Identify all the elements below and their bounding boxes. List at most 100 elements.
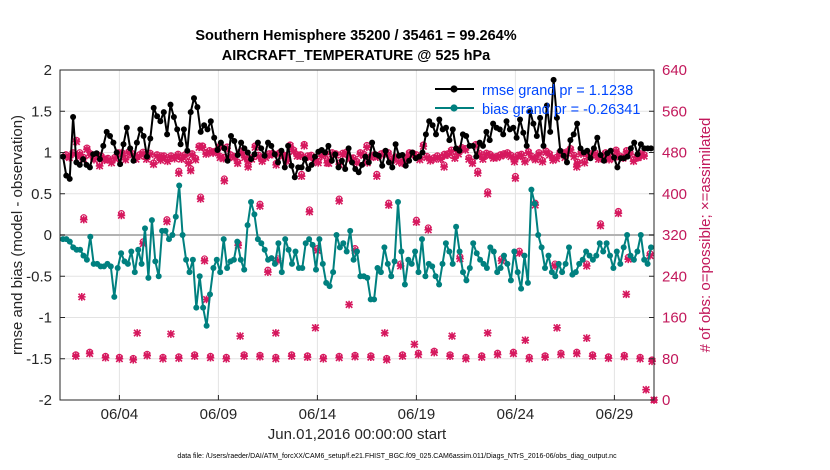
rmse-point (130, 157, 137, 164)
obs-assimilated-marker (473, 169, 482, 177)
bias-point (145, 274, 152, 281)
obs-assimilated-marker (244, 163, 252, 171)
rmse-point (157, 118, 164, 125)
bias-point (644, 260, 651, 267)
rmse-point (614, 164, 621, 171)
obs-assimilated-marker (500, 151, 508, 159)
bias-point (460, 269, 466, 276)
rmse-point (110, 139, 117, 146)
obs-assimilated-marker (479, 155, 487, 164)
rmse-point (345, 145, 352, 152)
obs-assimilated-marker (416, 155, 424, 164)
rmse-point (338, 157, 345, 164)
obs-assimilated-marker (216, 143, 225, 152)
obs-assimilated-marker (85, 349, 94, 358)
legend-bias-marker (450, 104, 458, 112)
bias-point (80, 252, 87, 259)
obs-assimilated-marker (517, 151, 526, 160)
bias-point (183, 256, 190, 263)
x-tick-label: 06/19 (398, 406, 436, 423)
rmse-point (560, 152, 567, 159)
obs-assimilated-marker (430, 155, 438, 164)
obs-assimilated-marker (149, 160, 158, 169)
bias-point (429, 263, 436, 270)
bias-point (391, 258, 398, 265)
bias-point (118, 250, 125, 257)
obs-assimilated-marker (572, 163, 581, 171)
bias-point (395, 199, 401, 205)
bias-point (412, 248, 419, 255)
rmse-point (389, 164, 396, 171)
rmse-point (510, 124, 517, 131)
bias-point (388, 273, 395, 280)
bias-point (313, 266, 319, 273)
obs-assimilated-marker (129, 355, 138, 364)
bias-point (306, 236, 313, 243)
obs-assimilated-marker (398, 159, 407, 168)
obs-assimilated-marker (216, 153, 224, 162)
rmse-point (392, 141, 399, 148)
rmse-point (335, 164, 342, 171)
bias-point (142, 225, 148, 232)
rmse-point (483, 128, 490, 135)
obs-assimilated-marker (317, 152, 326, 160)
rmse-point (422, 131, 429, 138)
bias-point (66, 238, 73, 245)
bias-point (248, 199, 254, 205)
rmse-point (137, 126, 144, 133)
obs-assimilated-marker (237, 148, 245, 157)
obs-assimilated-marker (319, 354, 328, 363)
obs-assimilated-marker (163, 157, 172, 166)
rmse-point (120, 141, 127, 148)
rmse-point (590, 145, 597, 152)
obs-assimilated-marker (167, 330, 175, 338)
rmse-point (385, 159, 392, 166)
bias-point (504, 260, 511, 267)
rmse-point (100, 142, 107, 149)
obs-assimilated-marker (363, 143, 371, 152)
bias-point (419, 236, 425, 243)
obs-assimilated-marker (572, 349, 581, 358)
rmse-point (271, 151, 278, 158)
obs-assimilated-marker (551, 262, 559, 270)
rmse-point (201, 122, 208, 129)
data-file-footer: data file: /Users/raeder/DAI/ATM_forcXX/… (177, 453, 617, 460)
bias-point (545, 252, 552, 259)
obs-assimilated-marker (582, 262, 591, 270)
rmse-point (503, 118, 510, 125)
bias-point (524, 279, 531, 286)
obs-assimilated-marker (184, 159, 193, 168)
rmse-point (513, 134, 520, 141)
obs-assimilated-marker (521, 336, 530, 345)
rmse-point (486, 137, 493, 144)
bias-point (251, 211, 258, 218)
obs-assimilated-marker (477, 353, 486, 362)
rmse-point (332, 151, 339, 158)
bias-point (607, 252, 613, 259)
bias-point (405, 256, 412, 263)
x-tick-label: 06/14 (299, 406, 337, 423)
bias-point (203, 322, 210, 329)
obs-assimilated-marker (163, 217, 171, 226)
rmse-point (170, 114, 177, 120)
obs-assimilated-marker (557, 350, 565, 359)
obs-assimilated-marker (483, 329, 492, 337)
bias-point (381, 244, 388, 251)
rmse-point (180, 126, 187, 133)
bias-point (220, 236, 227, 243)
obs-assimilated-marker (424, 226, 433, 234)
rmse-point (325, 142, 332, 149)
x-axis-label: Jun.01,2016 00:00:00 start (268, 426, 447, 443)
obs-assimilated-marker (258, 157, 267, 166)
obs-assimilated-marker (538, 157, 547, 166)
bias-point (507, 277, 514, 284)
obs-assimilated-marker (497, 256, 506, 265)
obs-assimilated-marker (591, 150, 599, 158)
rmse-point (402, 162, 409, 169)
bias-point (148, 217, 155, 224)
obs-assimilated-marker (447, 147, 456, 156)
obs-assimilated-marker (577, 150, 585, 158)
obs-assimilated-marker (430, 348, 439, 357)
bias-point (289, 260, 295, 267)
obs-assimilated-marker (493, 153, 501, 162)
